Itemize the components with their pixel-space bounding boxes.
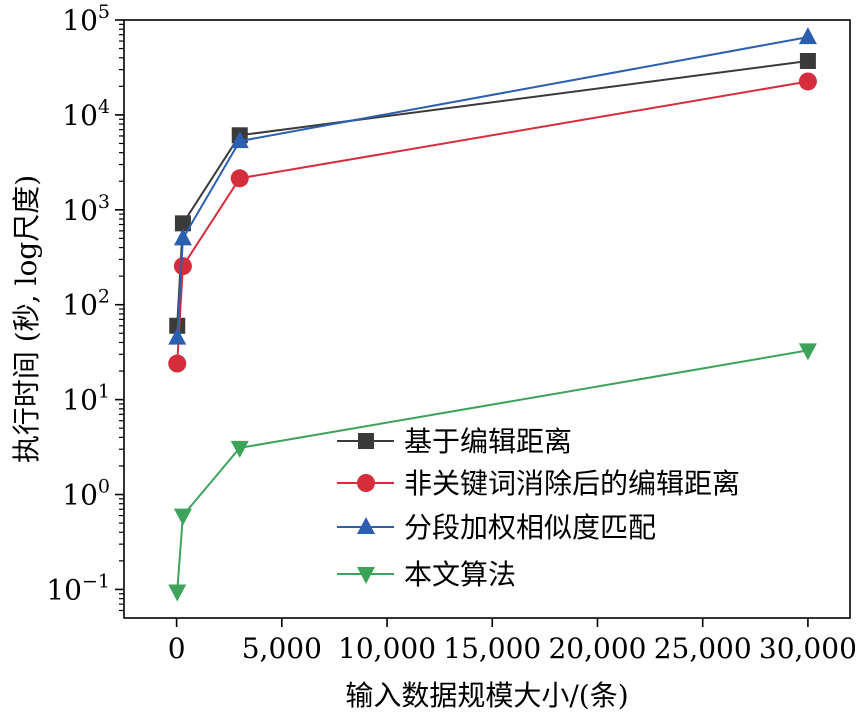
y-tick-label: 103: [62, 191, 110, 227]
legend-label: 基于编辑距离: [404, 425, 572, 458]
data-point: [168, 584, 187, 602]
data-point: [230, 440, 249, 458]
data-point: [173, 508, 192, 526]
data-point: [799, 52, 816, 69]
legend-item: 非关键词消除后的编辑距离: [337, 467, 740, 500]
data-point: [798, 343, 817, 361]
data-point: [168, 354, 187, 373]
series-2: [168, 72, 817, 373]
series-line: [176, 36, 809, 338]
legend-marker: [358, 433, 374, 449]
y-tick-label: 105: [62, 1, 110, 37]
x-tick-label: 25,000: [654, 632, 752, 665]
series-3: [168, 27, 817, 345]
x-tick-label: 15,000: [443, 632, 541, 665]
data-point: [168, 327, 187, 345]
legend-item: 分段加权相似度匹配: [337, 511, 656, 544]
y-axis: 10−1 100 101 102 103 104 105: [46, 1, 124, 612]
data-point: [230, 131, 249, 149]
series-line: [176, 60, 809, 326]
series-line: [176, 349, 809, 592]
y-tick-label: 101: [62, 381, 110, 417]
legend-marker: [357, 517, 375, 534]
data-point: [173, 257, 192, 276]
legend-marker: [357, 474, 375, 492]
x-tick-label: 20,000: [548, 632, 646, 665]
y-tick-label: 104: [62, 96, 110, 132]
y-tick-label: 102: [62, 286, 110, 322]
x-tick-label: 0: [168, 632, 186, 665]
legend-label: 分段加权相似度匹配: [404, 511, 656, 544]
y-tick-label: 10−1: [46, 570, 110, 606]
legend-item: 本文算法: [337, 558, 516, 591]
legend-item: 基于编辑距离: [337, 425, 572, 458]
y-axis-label: 执行时间 (秒, log尺度): [10, 175, 43, 463]
legend-marker: [357, 567, 375, 584]
series-4: [168, 343, 817, 602]
legend-label: 非关键词消除后的编辑距离: [404, 467, 740, 500]
data-point: [798, 72, 817, 91]
series-layer: [168, 27, 817, 602]
series-line: [176, 80, 809, 364]
x-tick-label: 30,000: [759, 632, 857, 665]
data-point: [230, 169, 249, 188]
data-point: [798, 27, 817, 45]
x-tick-label: 5,000: [242, 632, 322, 665]
legend-label: 本文算法: [404, 558, 516, 591]
x-axis-label: 输入数据规模大小/(条): [345, 679, 628, 712]
x-tick-label: 10,000: [338, 632, 436, 665]
data-point: [173, 228, 192, 246]
y-tick-label: 100: [62, 476, 110, 512]
data-point: [174, 215, 191, 232]
x-axis: 0 5,000 10,000 15,000 20,000 25,000 30,000: [168, 618, 857, 665]
